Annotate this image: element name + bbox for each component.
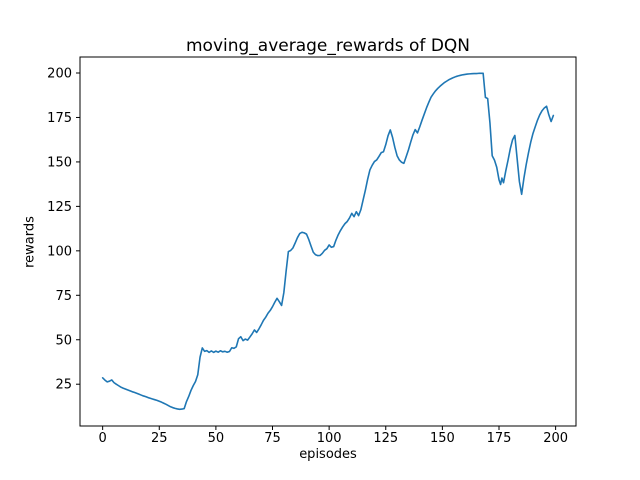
- y-tick-label: 125: [47, 200, 72, 215]
- y-tick-label: 200: [47, 67, 72, 82]
- x-tick-label: 50: [208, 431, 225, 446]
- x-tick-label: 75: [264, 431, 281, 446]
- x-tick-label: 150: [430, 431, 455, 446]
- reward-line: [101, 72, 555, 411]
- y-tick-label: 150: [47, 155, 72, 170]
- y-tick-label: 25: [55, 378, 72, 393]
- y-axis-label: rewards: [22, 216, 38, 268]
- y-tick-label: 100: [47, 244, 72, 259]
- axes-spines: [79, 56, 577, 427]
- y-tick-label: 50: [55, 333, 72, 348]
- x-tick-label: 25: [151, 431, 168, 446]
- x-tick-label: 125: [373, 431, 398, 446]
- x-axis-label: episodes: [299, 447, 357, 462]
- x-tick-label: 175: [487, 431, 512, 446]
- chart-title: moving_average_rewards of DQN: [185, 36, 471, 56]
- y-tick-label: 75: [55, 289, 72, 304]
- x-tick-label: 100: [317, 431, 342, 446]
- x-tick-label: 0: [99, 431, 107, 446]
- y-tick-label: 175: [47, 111, 72, 126]
- x-tick-label: 200: [543, 431, 568, 446]
